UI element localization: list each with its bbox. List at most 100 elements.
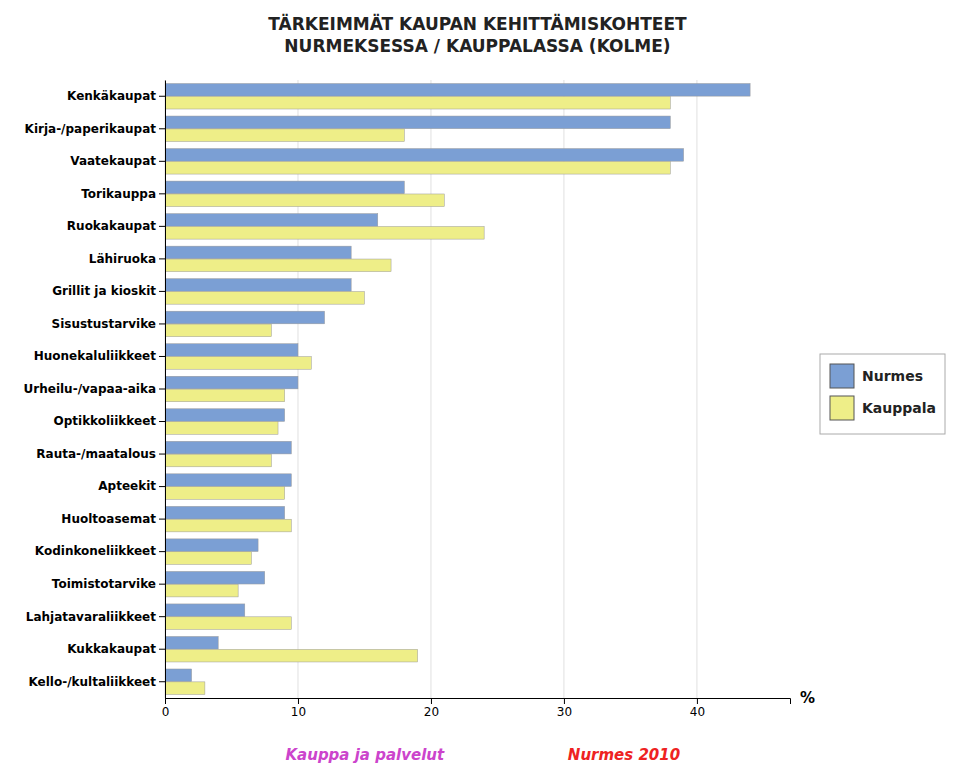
tick: Kukkakaupat (67, 642, 165, 656)
tick-mark (159, 389, 165, 390)
annotation: Nurmes 2010 (568, 746, 680, 764)
tick: Lähiruoka (89, 252, 165, 266)
tick-label: Lahjatavaraliikkeet (26, 610, 157, 624)
tick-label: 10 (291, 705, 306, 719)
bar (165, 116, 670, 129)
x-axis: 010203040 (162, 698, 791, 719)
tick: 30 (557, 698, 572, 719)
tick: Kello-/kultaliikkeet (28, 675, 165, 689)
tick: 0 (162, 698, 170, 719)
tick-mark (431, 698, 432, 704)
tick: Huonekaluliikkeet (34, 349, 165, 363)
bar (165, 226, 484, 239)
tick: Kodinkoneliikkeet (35, 544, 165, 558)
tick: Sisustustarvike (52, 317, 166, 331)
tick: Vaatekaupat (70, 154, 165, 168)
tick-label: Toimistotarvike (52, 577, 156, 591)
tick-label: Kirja-/paperikaupat (25, 122, 157, 136)
tick: Optikkoliikkeet (53, 414, 165, 428)
bar (165, 311, 325, 324)
bar (165, 474, 291, 487)
tick: Kirja-/paperikaupat (25, 122, 165, 136)
bar (165, 357, 311, 370)
bar (165, 181, 404, 194)
y-axis: KenkäkaupatKirja-/paperikaupatVaatekaupa… (24, 81, 166, 699)
chart: 010203040KenkäkaupatKirja-/paperikaupatV… (0, 0, 960, 778)
tick: Ruokakaupat (67, 219, 165, 233)
tick-label: Vaatekaupat (70, 154, 156, 168)
tick-label: Huoltoasemat (61, 512, 156, 526)
bar (165, 129, 404, 142)
grid-line (696, 80, 697, 698)
bar (165, 149, 684, 162)
tick-mark (159, 421, 165, 422)
legend: Nurmes Kauppala (820, 354, 945, 434)
tick: Rauta-/maatalous (36, 447, 165, 461)
tick-label: Apteekit (98, 479, 156, 493)
bar (165, 571, 265, 584)
tick-mark (159, 258, 165, 259)
tick-label: Kodinkoneliikkeet (35, 544, 156, 558)
bar (165, 487, 285, 500)
tick-mark (564, 698, 565, 704)
bar (165, 636, 218, 649)
bar (165, 96, 670, 109)
tick-label: Huonekaluliikkeet (34, 349, 157, 363)
tick-label: 30 (557, 705, 572, 719)
axis-label: % (800, 689, 815, 707)
bar (165, 682, 205, 695)
grid (165, 80, 697, 698)
tick-mark (159, 584, 165, 585)
tick-mark (159, 291, 165, 292)
bar (165, 604, 245, 617)
tick-label: 0 (162, 705, 170, 719)
tick-mark (298, 698, 299, 704)
bar (165, 84, 750, 97)
bar (165, 441, 291, 454)
legend-item: Kauppala (830, 396, 936, 420)
tick-mark (159, 161, 165, 162)
tick-label: Ruokakaupat (67, 219, 156, 233)
bar (165, 389, 285, 402)
bar (165, 344, 298, 357)
tick-label: Rauta-/maatalous (36, 447, 156, 461)
tick-mark (159, 323, 165, 324)
bar (165, 584, 238, 597)
bar (165, 292, 364, 305)
bar (165, 669, 192, 682)
tick-label: Lähiruoka (89, 252, 156, 266)
tick-label: Grillit ja kioskit (52, 284, 156, 298)
bar (165, 409, 285, 422)
tick-label: Urheilu-/vapaa-aika (24, 382, 156, 396)
tick-label: Sisustustarvike (52, 317, 157, 331)
bar (165, 214, 378, 227)
tick: Lahjatavaraliikkeet (26, 610, 165, 624)
legend-label: Nurmes (862, 368, 923, 384)
tick-mark (159, 519, 165, 520)
series (165, 96, 670, 694)
bar (165, 649, 418, 662)
bar (165, 194, 444, 207)
tick-label: Kello-/kultaliikkeet (28, 675, 156, 689)
bar (165, 506, 285, 519)
legend-swatch (830, 364, 854, 388)
bar (165, 617, 291, 630)
tick-mark (697, 698, 698, 704)
tick-mark (159, 96, 165, 97)
tick-label: Torikauppa (81, 187, 156, 201)
background (0, 0, 960, 778)
tick: Torikauppa (81, 187, 165, 201)
tick: Urheilu-/vapaa-aika (24, 382, 165, 396)
bar (165, 539, 258, 552)
bar (165, 246, 351, 259)
tick: Apteekit (98, 479, 165, 493)
legend-item: Nurmes (830, 364, 923, 388)
annotation: Kauppa ja palvelut (285, 746, 445, 764)
bar (165, 552, 251, 565)
plot: 010203040KenkäkaupatKirja-/paperikaupatV… (24, 80, 815, 719)
bars (165, 84, 750, 695)
title: TÄRKEIMMÄT KAUPAN KEHITTÄMISKOHTEETNURME… (268, 13, 687, 56)
axis-line (166, 699, 791, 705)
tick: 20 (424, 698, 439, 719)
bar (165, 259, 391, 272)
